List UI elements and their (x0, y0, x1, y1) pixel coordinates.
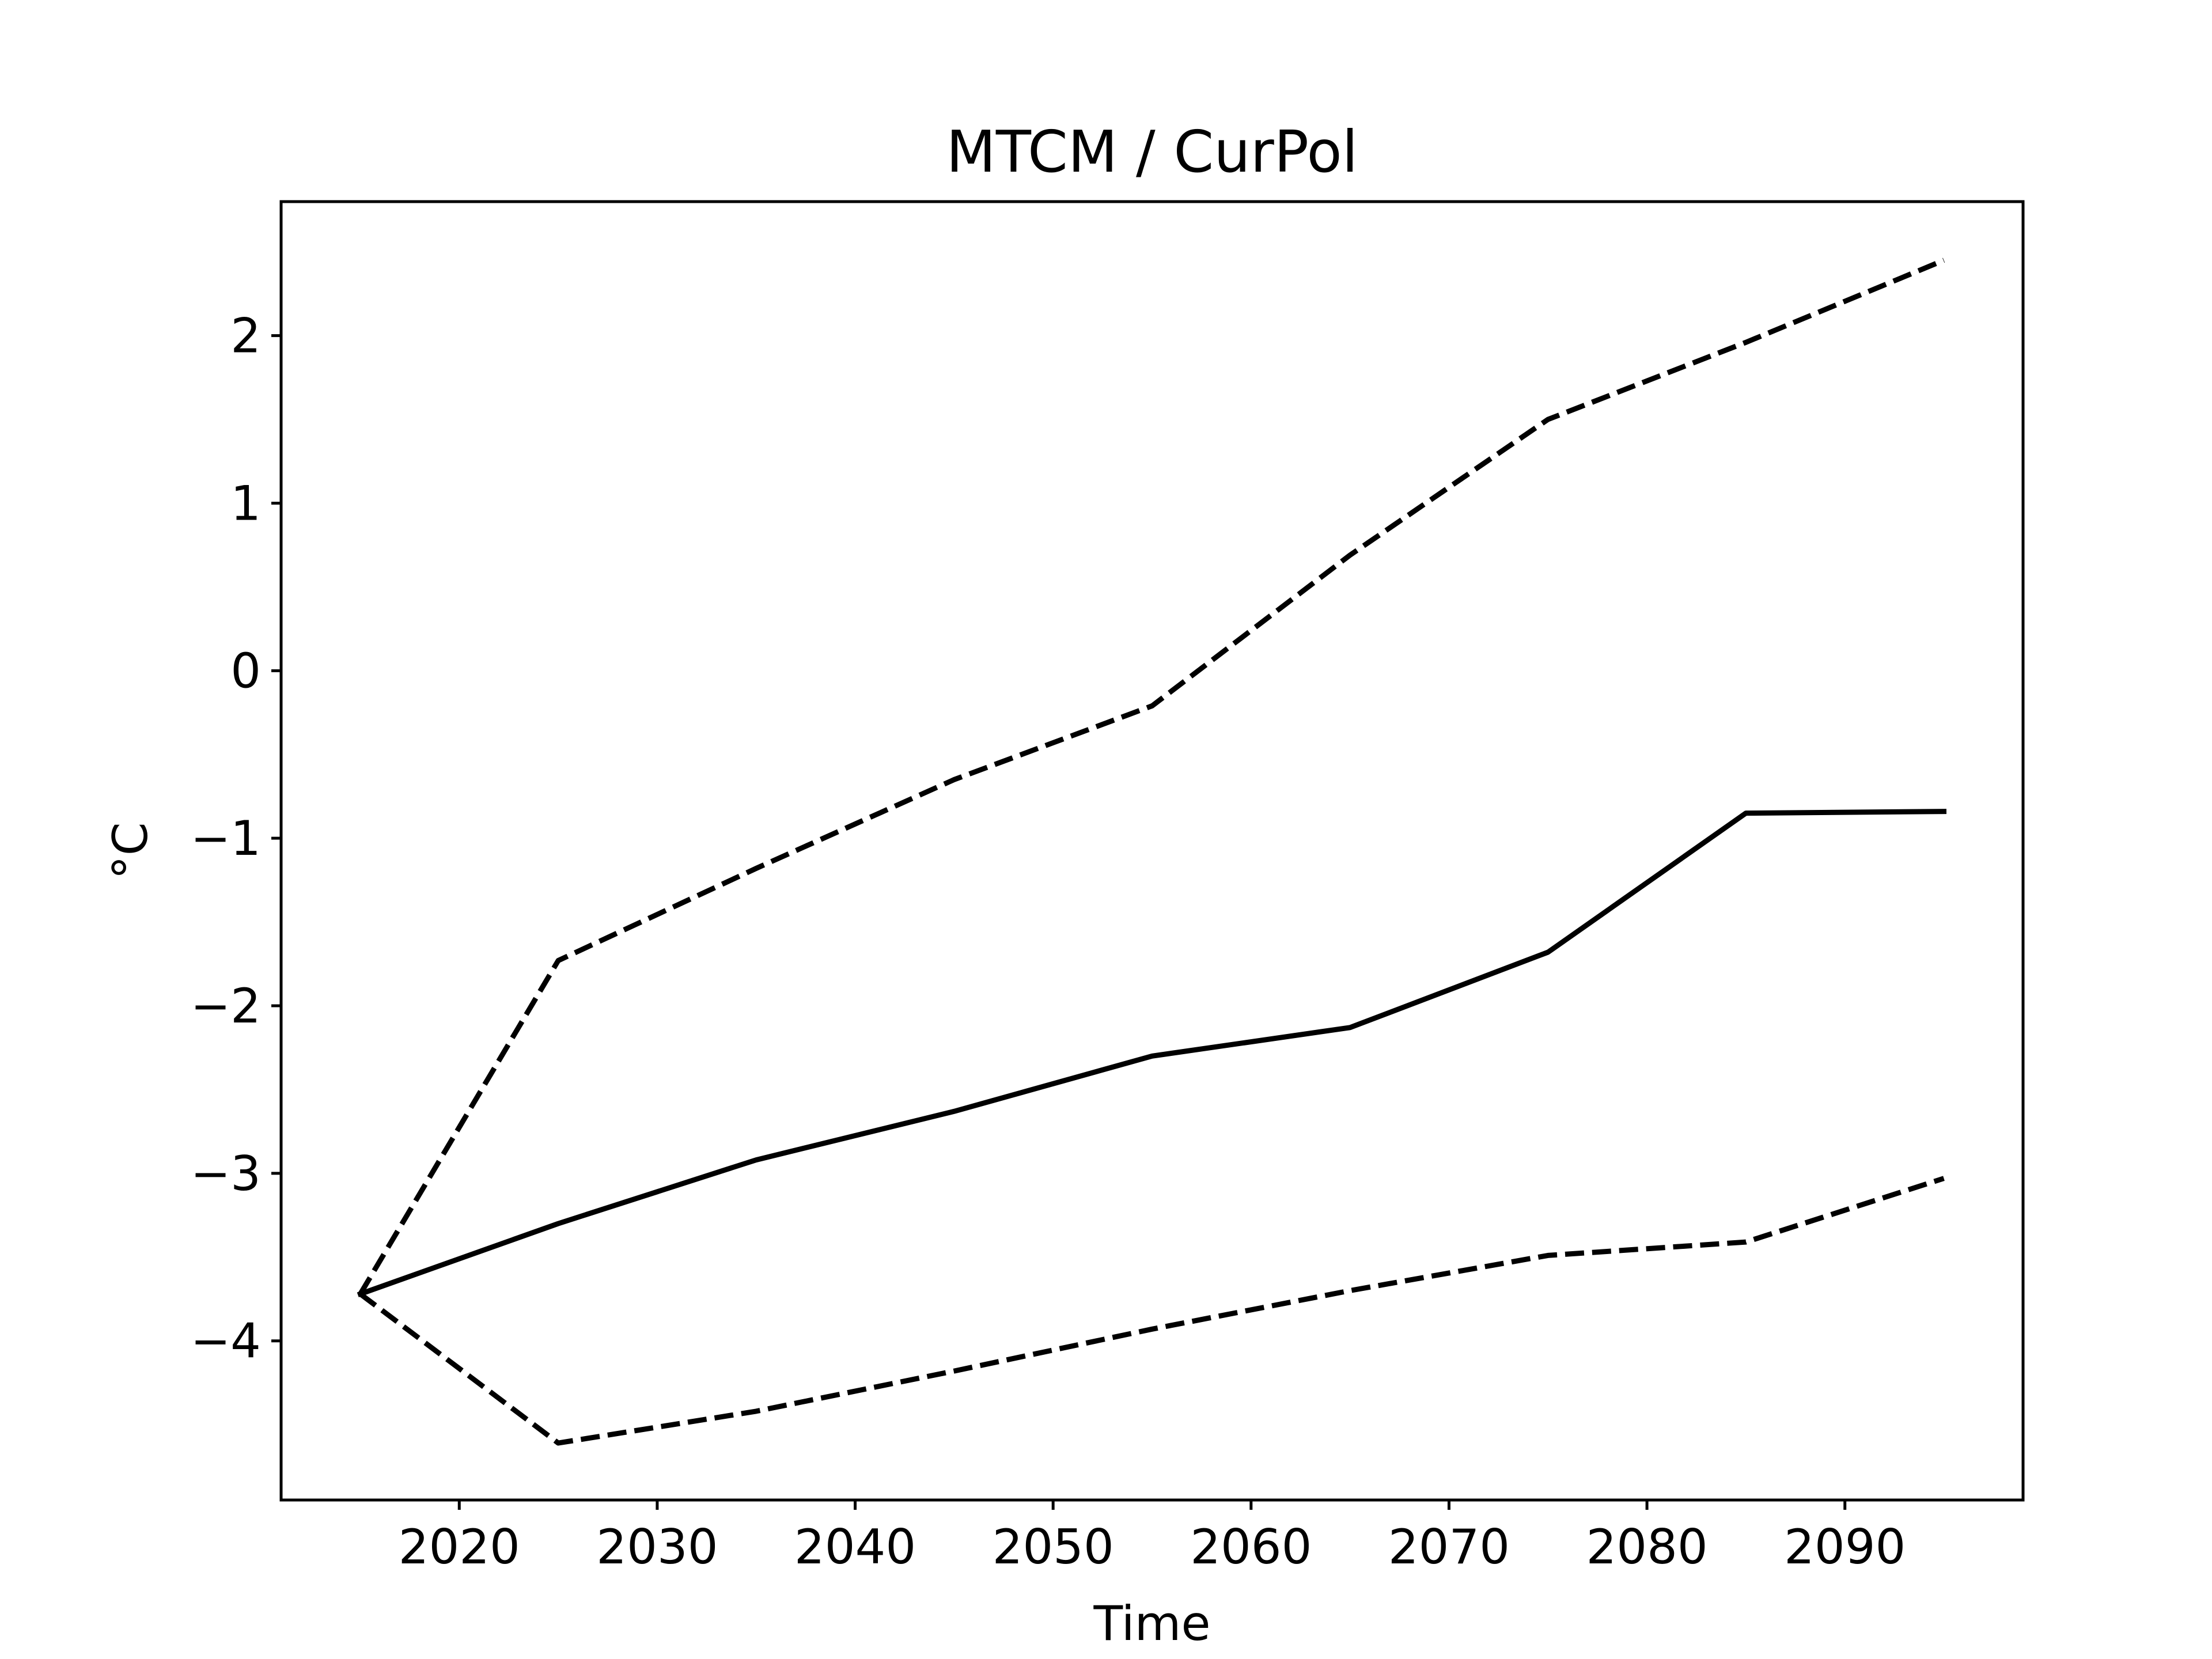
x-tick-label: 2040 (794, 1519, 916, 1575)
y-tick-label: −3 (191, 1146, 261, 1202)
y-axis-title: °C (103, 822, 158, 879)
x-tick-label: 2070 (1388, 1519, 1510, 1575)
x-tick-label: 2090 (1784, 1519, 1906, 1575)
y-axis: 2 1 0 −1 −2 −3 −4 (191, 308, 281, 1369)
x-tick-label: 2050 (993, 1519, 1114, 1575)
x-axis: 2020 2030 2040 2050 2060 2070 2080 2090 (399, 1500, 1906, 1575)
y-tick-label: −1 (191, 810, 261, 866)
y-tick-label: 2 (230, 308, 261, 364)
chart-title: MTCM / CurPol (946, 118, 1358, 185)
plot-layer (357, 257, 1947, 1446)
x-tick-label: 2020 (399, 1519, 520, 1575)
plot-frame (279, 200, 2025, 1502)
y-tick-label: −2 (191, 978, 261, 1034)
y-tick-label: 0 (230, 643, 261, 699)
solid-series-line-1 (357, 809, 1947, 1298)
x-tick-label: 2030 (596, 1519, 718, 1575)
dashed-series-line-2 (358, 1176, 1945, 1446)
dashed-series-line-0 (358, 257, 1945, 1296)
y-tick-label: 1 (230, 476, 261, 532)
x-axis-title: Time (1093, 1596, 1210, 1652)
x-tick-label: 2060 (1190, 1519, 1312, 1575)
y-tick-label: −4 (191, 1313, 261, 1369)
x-tick-label: 2080 (1586, 1519, 1707, 1575)
